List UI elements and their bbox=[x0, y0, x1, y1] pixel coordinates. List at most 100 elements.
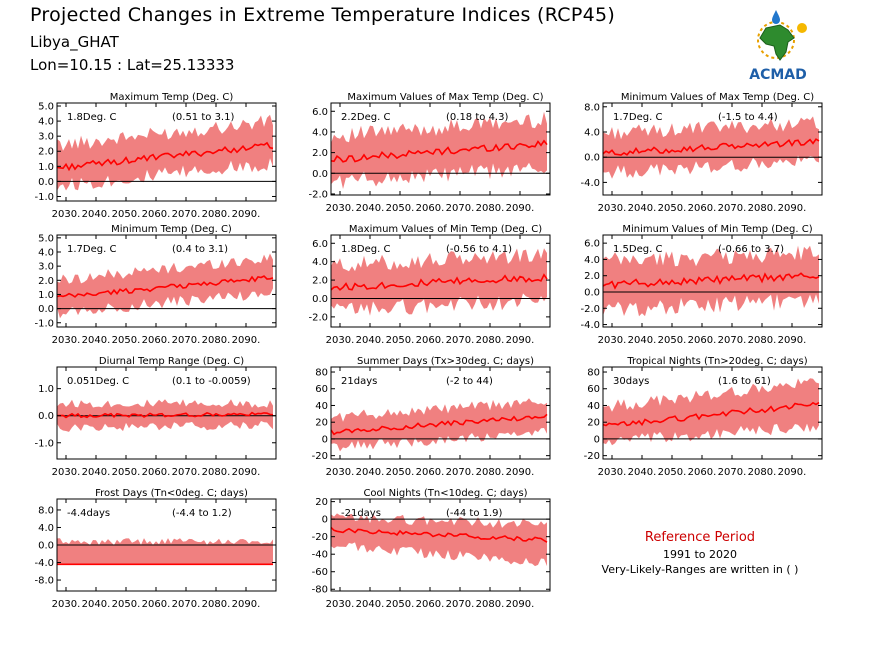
likely-range-band bbox=[331, 513, 547, 567]
y-tick-label: 1.0 bbox=[38, 290, 54, 301]
x-tick-label: 2080. bbox=[748, 467, 777, 478]
x-tick-label: 2030. bbox=[598, 335, 627, 346]
x-tick-label: 2030. bbox=[326, 335, 355, 346]
plot-frame bbox=[602, 234, 823, 328]
x-tick-label: 2030. bbox=[52, 335, 81, 346]
x-tick-label: 2070. bbox=[172, 467, 201, 478]
ensemble-mean-line bbox=[56, 141, 274, 172]
x-tick-label: 2070. bbox=[446, 467, 475, 478]
x-tick-label: 2060. bbox=[416, 467, 445, 478]
x-tick-label: 2070. bbox=[172, 599, 201, 610]
y-tick-label: -20 bbox=[312, 532, 328, 543]
x-tick-label: 2060. bbox=[416, 203, 445, 214]
x-tick-label: 2080. bbox=[202, 599, 231, 610]
y-tick-label: 0.0 bbox=[38, 177, 54, 188]
y-tick-label: 2.0 bbox=[38, 147, 54, 158]
x-tick-label: 2050. bbox=[112, 335, 141, 346]
y-tick-label: 1.0 bbox=[38, 384, 54, 395]
chart-panel: -1.0 0.0 1.0 2.0 3.0 4.0 5.0 2030. 2040. 2050. 206… bbox=[34, 224, 277, 346]
x-tick-label: 2050. bbox=[658, 335, 687, 346]
chart-title: Summer Days (Tx>30deg. C; days) bbox=[357, 356, 534, 367]
y-tick-label: 4.0 bbox=[38, 117, 54, 128]
y-tick-label: 0.0 bbox=[312, 169, 328, 180]
y-tick-label: -80 bbox=[312, 585, 328, 596]
y-tick-label: -20 bbox=[312, 451, 328, 462]
x-tick-label: 2060. bbox=[142, 467, 171, 478]
y-tick-label: 4.0 bbox=[584, 255, 600, 266]
chart-title: Maximum Values of Max Temp (Deg. C) bbox=[347, 92, 543, 103]
x-tick-label: 2030. bbox=[326, 203, 355, 214]
y-tick-label: 4.0 bbox=[38, 523, 54, 534]
x-tick-label: 2060. bbox=[416, 335, 445, 346]
chart-title: Cool Nights (Tn<10deg. C; days) bbox=[363, 488, 527, 499]
x-tick-label: 2050. bbox=[386, 467, 415, 478]
x-tick-label: 2080. bbox=[202, 335, 231, 346]
chart-panel: -80 -60 -40 -20 0 20 2030. 2040. 2050. 2060. 2070.… bbox=[312, 488, 551, 610]
ensemble-mean-line bbox=[57, 411, 274, 419]
likely-range-label: (0.1 to -0.0059) bbox=[172, 376, 251, 387]
y-tick-label: 0 bbox=[594, 434, 600, 445]
chart-panel: -8.0 -4.0 0.0 4.0 8.0 2030. 2040. 2050. 2060. 207… bbox=[34, 488, 277, 610]
x-tick-label: 2070. bbox=[446, 599, 475, 610]
reference-period-title: Reference Period bbox=[644, 530, 756, 545]
x-tick-label: 2040. bbox=[82, 209, 111, 220]
location-label: Libya_GHAT bbox=[30, 33, 119, 51]
x-tick-label: 2060. bbox=[688, 335, 717, 346]
likely-range-band bbox=[57, 253, 273, 319]
x-tick-label: 2060. bbox=[142, 599, 171, 610]
y-tick-label: 4.0 bbox=[312, 257, 328, 268]
y-tick-label: 0.0 bbox=[584, 153, 600, 164]
x-tick-label: 2030. bbox=[326, 599, 355, 610]
x-tick-label: 2090. bbox=[506, 599, 535, 610]
chart-panel: -4.0 -2.0 0.0 2.0 4.0 6.0 2030. 2040. 2050. 2060.… bbox=[580, 224, 823, 346]
y-tick-label: 40 bbox=[587, 401, 600, 412]
x-tick-label: 2090. bbox=[506, 467, 535, 478]
chart-title: Maximum Values of Min Temp (Deg. C) bbox=[349, 224, 542, 235]
chart-panel: -20 0 20 40 60 80 2030. 2040. 2050. 2060. 2070. 208… bbox=[584, 356, 823, 478]
x-tick-label: 2030. bbox=[52, 209, 81, 220]
x-tick-label: 2040. bbox=[628, 467, 657, 478]
y-tick-label: 2.0 bbox=[38, 276, 54, 287]
x-tick-label: 2060. bbox=[688, 203, 717, 214]
y-tick-label: 4.0 bbox=[584, 127, 600, 138]
africa-map-logo: ACMAD bbox=[736, 8, 820, 86]
x-tick-label: 2060. bbox=[142, 335, 171, 346]
y-tick-label: -8.0 bbox=[34, 576, 54, 587]
chart-panel: -1.0 0.0 1.0 2.0 3.0 4.0 5.0 2030. 2040. 2050. 206… bbox=[34, 92, 277, 220]
x-tick-label: 2050. bbox=[386, 599, 415, 610]
y-tick-label: 20 bbox=[315, 418, 328, 429]
chart-panel: -20 0 20 40 60 80 2030. 2040. 2050. 2060. 2070. 208… bbox=[312, 356, 551, 478]
chart-panel: -2.0 0.0 2.0 4.0 6.0 2030. 2040. 2050. 2060. 2070… bbox=[308, 92, 551, 214]
likely-range-band bbox=[331, 248, 547, 316]
x-tick-label: 2080. bbox=[476, 467, 505, 478]
y-tick-label: 0.0 bbox=[38, 304, 54, 315]
plot-frame bbox=[56, 234, 277, 328]
mean-change-label: 0.051Deg. C bbox=[67, 376, 129, 387]
x-tick-label: 2040. bbox=[82, 467, 111, 478]
plot-frame bbox=[330, 498, 551, 592]
mean-change-label: 1.8Deg. C bbox=[67, 112, 116, 123]
likely-range-label: (0.4 to 3.1) bbox=[172, 244, 228, 255]
y-tick-label: -2.0 bbox=[308, 189, 328, 200]
y-tick-label: 20 bbox=[315, 497, 328, 508]
mean-change-label: 2.2Deg. C bbox=[341, 112, 390, 123]
chart-title: Frost Days (Tn<0deg. C; days) bbox=[95, 488, 248, 499]
x-tick-label: 2040. bbox=[356, 203, 385, 214]
x-tick-label: 2040. bbox=[82, 599, 111, 610]
y-tick-label: -1.0 bbox=[34, 318, 54, 329]
x-tick-label: 2050. bbox=[386, 203, 415, 214]
x-tick-label: 2080. bbox=[748, 335, 777, 346]
x-tick-label: 2090. bbox=[778, 203, 807, 214]
x-tick-label: 2070. bbox=[718, 467, 747, 478]
page-title: Projected Changes in Extreme Temperature… bbox=[30, 4, 616, 26]
plot-frame bbox=[56, 366, 277, 460]
chart-title: Maximum Temp (Deg. C) bbox=[110, 92, 234, 103]
x-tick-label: 2040. bbox=[628, 335, 657, 346]
coordinates-label: Lon=10.15 : Lat=25.13333 bbox=[30, 56, 235, 74]
chart-title: Diurnal Temp Range (Deg. C) bbox=[99, 356, 244, 367]
plot-frame bbox=[602, 366, 823, 460]
ensemble-mean-line bbox=[602, 138, 820, 156]
logo-text: ACMAD bbox=[749, 67, 807, 83]
mean-change-label: 30days bbox=[613, 376, 649, 387]
likely-range-band bbox=[603, 116, 819, 179]
